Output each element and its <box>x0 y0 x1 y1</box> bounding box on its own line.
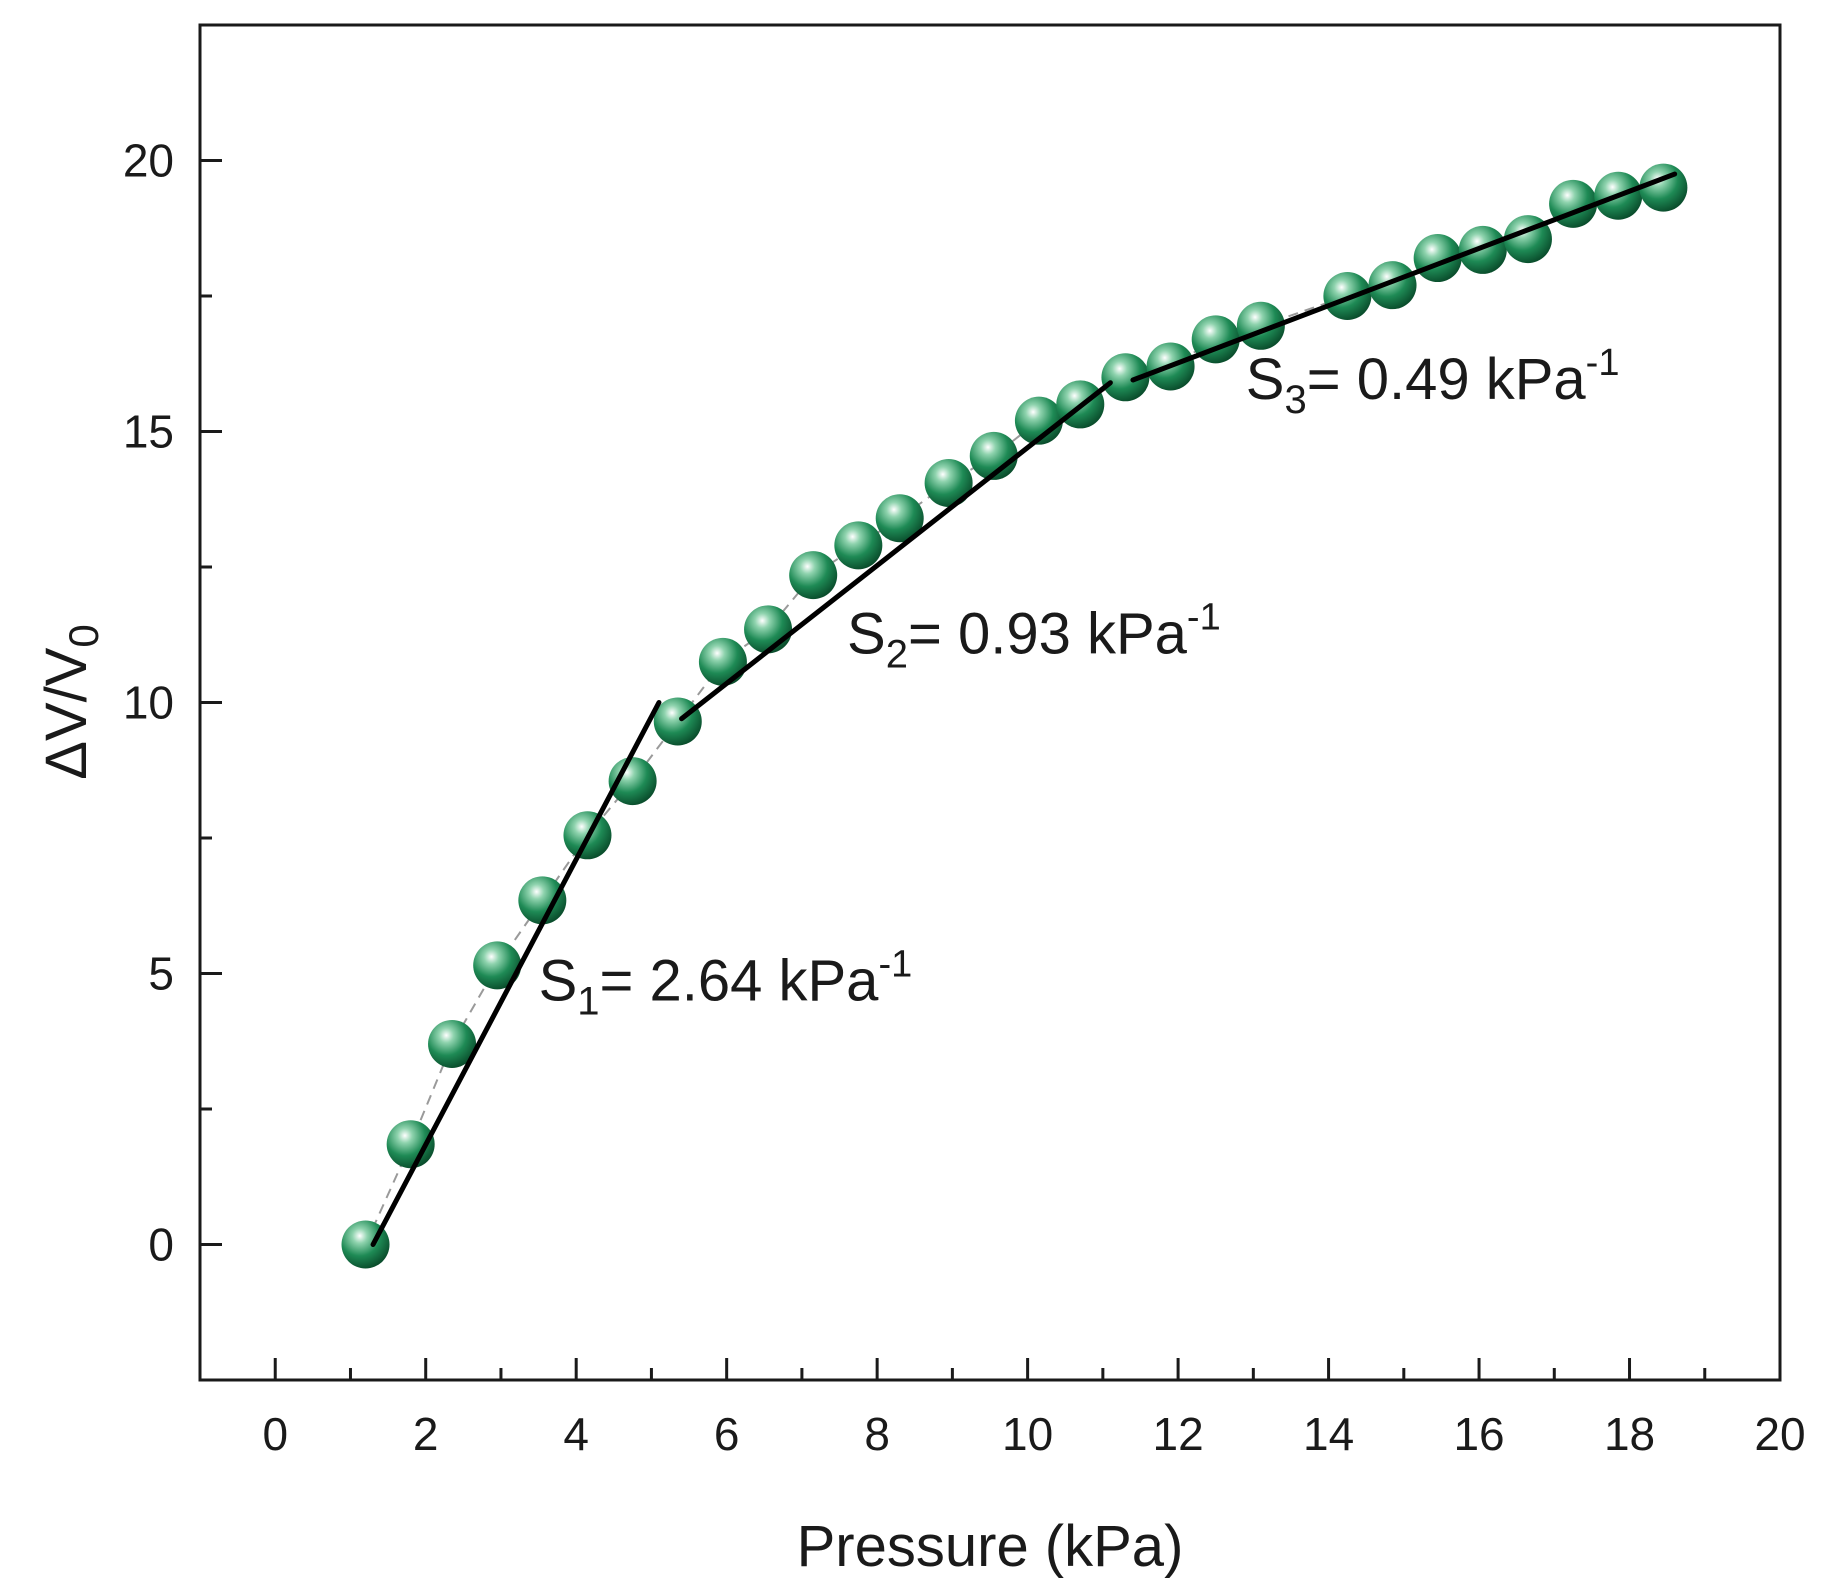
data-point <box>698 637 747 686</box>
slope-annotation: S2= 0.93 kPa-1 <box>847 597 1221 677</box>
annotation-superscript: -1 <box>1586 342 1620 384</box>
annotation-text: = 0.93 kPa <box>908 602 1188 667</box>
data-point <box>653 697 702 746</box>
annotation-superscript: -1 <box>878 944 912 986</box>
data-point <box>518 876 567 925</box>
annotation-text: = 2.64 kPa <box>600 949 880 1014</box>
data-point <box>428 1019 477 1068</box>
x-tick-label: 10 <box>1002 1408 1053 1460</box>
data-point <box>834 521 883 570</box>
x-tick-label: 20 <box>1754 1408 1805 1460</box>
y-tick-label: 0 <box>148 1219 174 1271</box>
annotation-subscript: 2 <box>886 633 908 677</box>
data-point <box>924 458 973 507</box>
y-axis-ticks: 0 5 10 15 20 <box>123 135 222 1271</box>
annotation-subscript: 1 <box>577 980 599 1024</box>
y-axis-title: ΔV/V0 <box>34 624 107 780</box>
slope-annotation: S3= 0.49 kPa-1 <box>1246 342 1620 422</box>
data-point <box>608 757 657 806</box>
annotation-symbol: S <box>1246 347 1285 412</box>
fit-line <box>370 700 662 1247</box>
x-tick-label: 18 <box>1604 1408 1655 1460</box>
data-point <box>1458 225 1507 274</box>
annotation-superscript: -1 <box>1187 597 1221 639</box>
data-point <box>1368 261 1417 310</box>
annotation-text: = 0.49 kPa <box>1307 347 1587 412</box>
y-tick-label: 20 <box>123 135 174 187</box>
data-point <box>473 941 522 990</box>
x-tick-label: 6 <box>714 1408 740 1460</box>
y-tick-label: 5 <box>148 948 174 1000</box>
x-axis-ticks: 0 2 4 6 8 10 12 14 16 18 20 <box>262 1358 1806 1460</box>
data-points <box>341 163 1688 1269</box>
x-tick-label: 8 <box>864 1408 890 1460</box>
x-tick-label: 0 <box>262 1408 288 1460</box>
x-axis-title: Pressure (kPa) <box>797 1514 1184 1579</box>
x-tick-label: 4 <box>563 1408 589 1460</box>
annotation-symbol: S <box>539 949 578 1014</box>
annotation-symbol: S <box>847 602 886 667</box>
data-point <box>1639 163 1688 212</box>
data-point <box>875 494 924 543</box>
y-tick-label: 10 <box>123 677 174 729</box>
annotation-subscript: 3 <box>1284 378 1306 422</box>
y-tick-label: 15 <box>123 406 174 458</box>
fit-line <box>679 380 1113 722</box>
data-point <box>969 431 1018 480</box>
x-tick-label: 2 <box>413 1408 439 1460</box>
data-point <box>386 1120 435 1169</box>
x-tick-label: 14 <box>1303 1408 1354 1460</box>
data-point <box>1014 396 1063 445</box>
y-axis-title-subscript: 0 <box>60 624 107 647</box>
slope-annotation: S1= 2.64 kPa-1 <box>539 944 913 1024</box>
fit-lines <box>370 171 1678 1247</box>
y-axis-title-main: ΔV/V <box>34 647 99 780</box>
x-tick-label: 12 <box>1153 1408 1204 1460</box>
x-tick-label: 16 <box>1453 1408 1504 1460</box>
data-point <box>1101 353 1150 402</box>
data-point <box>744 605 793 654</box>
slope-annotations: S1= 2.64 kPa-1S2= 0.93 kPa-1S3= 0.49 kPa… <box>539 342 1620 1024</box>
data-point <box>789 551 838 600</box>
fit-line <box>1130 171 1678 383</box>
